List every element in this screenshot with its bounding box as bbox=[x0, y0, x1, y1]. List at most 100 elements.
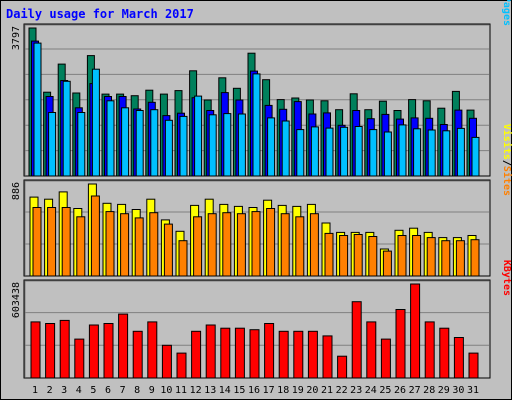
bar-kbytes bbox=[264, 323, 275, 379]
bar-kbytes bbox=[234, 327, 245, 379]
bar-kbytes bbox=[453, 337, 464, 379]
bar-pages bbox=[398, 124, 407, 177]
x-tick-label: 30 bbox=[452, 385, 464, 396]
x-tick-label: 5 bbox=[90, 385, 96, 396]
bar-pages bbox=[194, 95, 203, 177]
bar-sites bbox=[339, 235, 349, 277]
bar-pages bbox=[106, 100, 115, 177]
bar-kbytes bbox=[410, 283, 421, 379]
bar-kbytes bbox=[147, 321, 158, 379]
bar-sites bbox=[61, 207, 71, 277]
bar-pages bbox=[310, 126, 319, 177]
x-tick-label: 1 bbox=[32, 385, 38, 396]
x-tick-label: 20 bbox=[306, 385, 318, 396]
bar-sites bbox=[236, 213, 246, 277]
bar-kbytes bbox=[59, 319, 70, 379]
bar-sites bbox=[382, 250, 392, 277]
x-tick-label: 2 bbox=[47, 385, 53, 396]
bar-sites bbox=[90, 195, 100, 277]
x-tick-label: 8 bbox=[134, 385, 140, 396]
x-tick-label: 17 bbox=[263, 385, 275, 396]
bar-sites bbox=[47, 207, 57, 277]
bar-pages bbox=[237, 113, 246, 177]
x-tick-label: 24 bbox=[365, 385, 377, 396]
bar-sites bbox=[76, 216, 86, 277]
bar-pages bbox=[442, 130, 451, 177]
x-tick-label: 22 bbox=[336, 385, 348, 396]
x-tick-label: 19 bbox=[292, 385, 304, 396]
bar-pages bbox=[267, 117, 276, 177]
bar-pages bbox=[383, 131, 392, 177]
x-tick-label: 27 bbox=[409, 385, 421, 396]
legend-kbytes: KBytes bbox=[501, 260, 512, 296]
x-tick-label: 29 bbox=[438, 385, 450, 396]
bar-pages bbox=[33, 42, 42, 177]
bar-pages bbox=[62, 80, 71, 177]
bar-sites bbox=[163, 223, 173, 277]
x-tick-label: 26 bbox=[394, 385, 406, 396]
bar-pages bbox=[223, 113, 232, 177]
x-tick-label: 3 bbox=[61, 385, 67, 396]
x-tick-label: 11 bbox=[175, 385, 187, 396]
y-max-label: 3797 bbox=[11, 26, 22, 50]
bar-pages bbox=[340, 126, 349, 177]
bar-pages bbox=[296, 129, 305, 177]
x-tick-label: 21 bbox=[321, 385, 333, 396]
bar-sites bbox=[397, 235, 407, 277]
bar-kbytes bbox=[30, 321, 41, 379]
bar-kbytes bbox=[424, 321, 435, 379]
legend-hits-files-pages: Hits/Files/Pages bbox=[501, 0, 512, 26]
x-tick-label: 13 bbox=[204, 385, 216, 396]
bar-sites bbox=[120, 213, 130, 277]
bar-kbytes bbox=[103, 323, 114, 379]
bar-sites bbox=[32, 207, 42, 277]
legend-item-pages: Pages bbox=[501, 0, 512, 26]
bar-pages bbox=[208, 114, 217, 177]
x-tick-label: 9 bbox=[149, 385, 155, 396]
bar-sites bbox=[324, 232, 334, 277]
bar-kbytes bbox=[191, 330, 202, 379]
bar-pages bbox=[121, 107, 130, 177]
y-max-label: 603438 bbox=[11, 282, 22, 318]
bar-pages bbox=[427, 129, 436, 177]
bar-kbytes bbox=[366, 321, 377, 379]
bar-kbytes bbox=[307, 330, 318, 379]
bar-sites bbox=[251, 211, 261, 277]
x-tick-label: 4 bbox=[76, 385, 82, 396]
x-tick-label: 10 bbox=[160, 385, 172, 396]
bar-kbytes bbox=[161, 344, 172, 379]
bar-pages bbox=[413, 128, 422, 177]
x-tick-label: 7 bbox=[120, 385, 126, 396]
legend-item-visits: Visits bbox=[501, 124, 512, 160]
bar-kbytes bbox=[176, 352, 187, 379]
bar-sites bbox=[455, 240, 465, 277]
bar-kbytes bbox=[88, 324, 99, 379]
bar-sites bbox=[426, 237, 436, 277]
bar-pages bbox=[77, 112, 86, 177]
bar-kbytes bbox=[118, 313, 129, 379]
bar-pages bbox=[252, 73, 261, 177]
bar-kbytes bbox=[45, 323, 56, 379]
page-title: Daily usage for March 2017 bbox=[6, 7, 194, 21]
bar-sites bbox=[412, 235, 422, 277]
bar-sites bbox=[222, 212, 232, 277]
bar-kbytes bbox=[205, 324, 216, 379]
x-tick-label: 15 bbox=[233, 385, 245, 396]
bar-sites bbox=[309, 213, 319, 277]
bar-sites bbox=[266, 208, 276, 277]
bar-pages bbox=[456, 127, 465, 177]
x-tick-label: 18 bbox=[277, 385, 289, 396]
bar-sites bbox=[441, 240, 451, 277]
bar-pages bbox=[369, 129, 378, 177]
x-tick-label: 28 bbox=[423, 385, 435, 396]
bar-pages bbox=[135, 110, 144, 177]
bar-sites bbox=[149, 212, 159, 277]
bar-kbytes bbox=[439, 327, 450, 379]
bar-kbytes bbox=[293, 330, 304, 379]
bar-sites bbox=[193, 216, 203, 277]
bar-kbytes bbox=[380, 338, 391, 379]
bar-sites bbox=[470, 239, 480, 277]
bar-pages bbox=[281, 120, 290, 177]
bar-kbytes bbox=[220, 327, 231, 379]
